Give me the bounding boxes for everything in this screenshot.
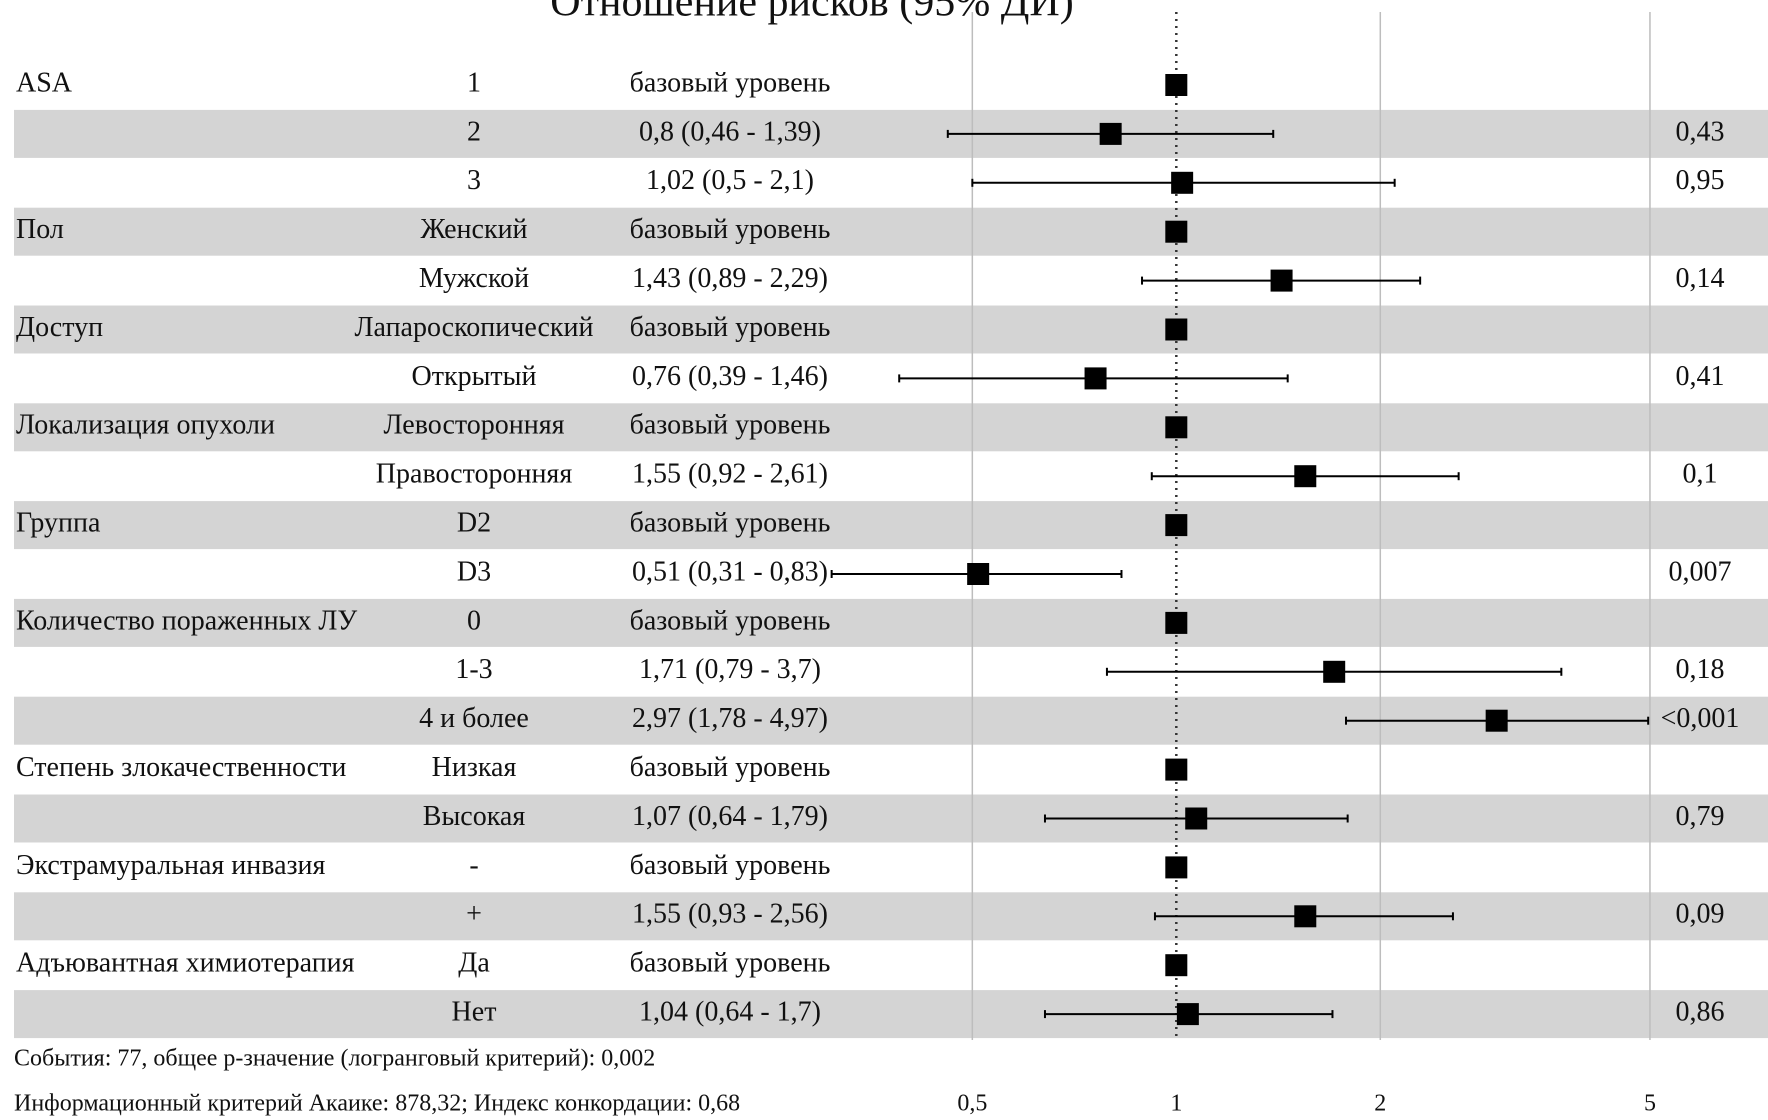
variable-label: Доступ bbox=[16, 312, 103, 343]
p-value: 0,09 bbox=[1676, 899, 1725, 930]
hr-label: базовый уровень bbox=[630, 67, 831, 98]
level-label: 1 bbox=[467, 67, 481, 98]
level-label: 3 bbox=[467, 165, 481, 196]
hr-point bbox=[1165, 954, 1188, 977]
variable-label: Группа bbox=[16, 508, 101, 539]
hr-label: базовый уровень bbox=[630, 850, 831, 881]
row-band bbox=[14, 109, 1768, 158]
hr-point bbox=[1084, 367, 1107, 390]
variable-label: Адъювантная химиотерапия bbox=[16, 948, 355, 979]
row-band bbox=[14, 305, 1768, 354]
hr-point bbox=[1171, 171, 1194, 194]
x-tick-label: 0,5 bbox=[957, 1091, 987, 1117]
note: События: 77, общее p-значение (логрангов… bbox=[14, 1046, 655, 1072]
level-label: Высокая bbox=[423, 801, 526, 832]
level-label: 1-3 bbox=[455, 654, 492, 685]
p-value: 0,1 bbox=[1683, 459, 1718, 490]
row-band bbox=[14, 794, 1768, 843]
hr-label: 2,97 (1,78 - 4,97) bbox=[632, 703, 828, 734]
hr-label: 1,71 (0,79 - 3,7) bbox=[639, 654, 821, 685]
p-value: 0,14 bbox=[1676, 263, 1725, 294]
hr-point bbox=[1165, 856, 1188, 879]
x-tick-label: 1 bbox=[1170, 1091, 1182, 1117]
hr-label: базовый уровень bbox=[630, 948, 831, 979]
hr-label: 0,51 (0,31 - 0,83) bbox=[632, 556, 828, 587]
hr-point bbox=[1185, 807, 1208, 830]
hr-point bbox=[967, 563, 990, 585]
p-value: 0,79 bbox=[1676, 801, 1725, 832]
level-label: Низкая bbox=[432, 752, 517, 783]
level-label: D3 bbox=[457, 556, 491, 587]
hr-point bbox=[1165, 758, 1188, 781]
level-label: D2 bbox=[457, 508, 491, 539]
hr-point bbox=[1294, 465, 1317, 488]
hr-label: 1,04 (0,64 - 1,7) bbox=[639, 997, 821, 1028]
x-tick-label: 5 bbox=[1644, 1091, 1656, 1117]
level-label: - bbox=[469, 850, 478, 881]
p-value: 0,86 bbox=[1676, 997, 1725, 1028]
hr-point bbox=[1165, 416, 1188, 439]
hr-label: 1,43 (0,89 - 2,29) bbox=[632, 263, 828, 294]
level-label: + bbox=[466, 899, 482, 930]
hr-point bbox=[1165, 514, 1188, 537]
level-label: Женский bbox=[420, 214, 527, 245]
level-label: 0 bbox=[467, 605, 481, 636]
hr-label: базовый уровень bbox=[630, 410, 831, 441]
level-label: Правосторонняя bbox=[376, 459, 573, 490]
level-label: 4 и более bbox=[419, 703, 529, 734]
variable-label: Пол bbox=[16, 214, 64, 245]
level-label: Мужской bbox=[419, 263, 529, 294]
hr-point bbox=[1165, 74, 1188, 96]
hr-point bbox=[1485, 709, 1508, 732]
hr-point bbox=[1099, 122, 1122, 145]
hr-point bbox=[1270, 269, 1293, 292]
variable-label: Локализация опухоли bbox=[16, 410, 275, 441]
hr-label: базовый уровень bbox=[630, 214, 831, 245]
hr-label: базовый уровень bbox=[630, 312, 831, 343]
hr-label: базовый уровень bbox=[630, 508, 831, 539]
hr-point bbox=[1176, 1003, 1199, 1026]
p-value: 0,007 bbox=[1669, 556, 1732, 587]
level-label: Да bbox=[458, 948, 490, 979]
hr-point bbox=[1294, 905, 1317, 928]
hr-label: 1,55 (0,92 - 2,61) bbox=[632, 459, 828, 490]
x-tick-label: 2 bbox=[1374, 1091, 1386, 1117]
p-value: 0,43 bbox=[1676, 116, 1725, 147]
level-label: Левосторонняя bbox=[384, 410, 565, 441]
p-value: 0,18 bbox=[1676, 654, 1725, 685]
level-label: 2 bbox=[467, 116, 481, 147]
row-band bbox=[14, 598, 1768, 647]
p-value: 0,41 bbox=[1676, 361, 1725, 392]
hr-label: базовый уровень bbox=[630, 752, 831, 783]
hr-label: 1,02 (0,5 - 2,1) bbox=[646, 165, 814, 196]
level-label: Нет bbox=[452, 997, 497, 1028]
variable-label: ASA bbox=[16, 67, 73, 98]
hr-point bbox=[1165, 611, 1188, 634]
variable-label: Количество пораженных ЛУ bbox=[16, 605, 357, 636]
level-label: Открытый bbox=[412, 361, 537, 392]
level-label: Лапароскопический bbox=[355, 312, 594, 343]
row-band bbox=[14, 892, 1768, 941]
hr-label: 0,8 (0,46 - 1,39) bbox=[639, 116, 821, 147]
variable-label: Степень злокачественности bbox=[16, 752, 346, 783]
row-band bbox=[14, 403, 1768, 452]
chart-title: Отношение рисков (95% ДИ) bbox=[550, 0, 1073, 26]
hr-label: 1,55 (0,93 - 2,56) bbox=[632, 899, 828, 930]
hr-point bbox=[1165, 318, 1188, 341]
row-band bbox=[14, 990, 1768, 1039]
hr-label: 1,07 (0,64 - 1,79) bbox=[632, 801, 828, 832]
note: Информационный критерий Акаике: 878,32; … bbox=[14, 1091, 740, 1117]
p-value: 0,95 bbox=[1676, 165, 1725, 196]
p-value: <0,001 bbox=[1661, 703, 1740, 734]
hr-label: базовый уровень bbox=[630, 605, 831, 636]
row-band bbox=[14, 207, 1768, 256]
hr-label: 0,76 (0,39 - 1,46) bbox=[632, 361, 828, 392]
hr-point bbox=[1165, 220, 1188, 243]
row-band bbox=[14, 501, 1768, 550]
hr-point bbox=[1323, 660, 1346, 683]
bands bbox=[14, 109, 1768, 1039]
variable-label: Экстрамуральная инвазия bbox=[16, 850, 326, 881]
